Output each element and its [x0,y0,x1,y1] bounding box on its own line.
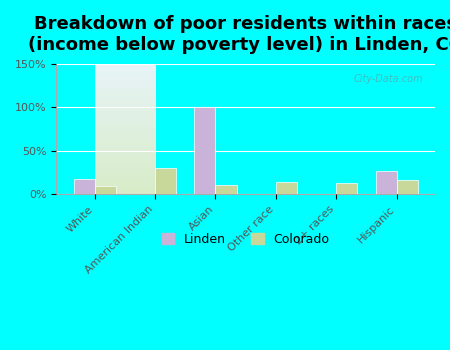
Title: Breakdown of poor residents within races
(income below poverty level) in Linden,: Breakdown of poor residents within races… [27,15,450,54]
Bar [336,183,357,194]
Bar [194,107,216,194]
Bar [73,179,94,194]
Bar [155,168,176,194]
Legend: Linden, Colorado: Linden, Colorado [157,228,335,251]
Bar [276,182,297,194]
Text: City-Data.com: City-Data.com [354,74,423,84]
Bar [216,185,237,194]
Bar [375,171,396,194]
Bar [94,186,116,194]
Bar [396,181,418,194]
